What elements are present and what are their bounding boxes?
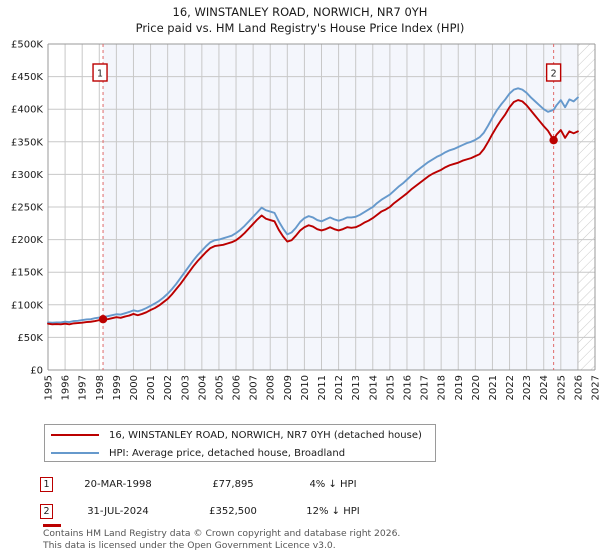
svg-text:2006: 2006 [232, 375, 243, 400]
svg-text:2019: 2019 [454, 375, 465, 400]
legend-item-price-paid: 16, WINSTANLEY ROAD, NORWICH, NR7 0YH (d… [51, 426, 435, 444]
legend-label-hpi: HPI: Average price, detached house, Broa… [109, 447, 346, 459]
page-title: 16, WINSTANLEY ROAD, NORWICH, NR7 0YH Pr… [0, 4, 600, 36]
svg-text:£100K: £100K [11, 300, 43, 311]
title-address: 16, WINSTANLEY ROAD, NORWICH, NR7 0YH [172, 5, 428, 19]
svg-text:2023: 2023 [522, 375, 533, 400]
svg-text:2002: 2002 [163, 375, 174, 400]
svg-text:2009: 2009 [283, 375, 294, 400]
svg-text:2007: 2007 [249, 375, 260, 400]
svg-text:2020: 2020 [471, 375, 482, 400]
svg-text:1999: 1999 [112, 375, 123, 400]
svg-text:2016: 2016 [402, 375, 413, 400]
svg-text:1998: 1998 [95, 375, 106, 400]
svg-text:£0: £0 [30, 366, 43, 377]
svg-text:2022: 2022 [505, 375, 516, 400]
svg-text:£150K: £150K [11, 268, 43, 279]
svg-text:2015: 2015 [385, 375, 396, 400]
svg-text:1997: 1997 [78, 375, 89, 400]
svg-text:£250K: £250K [11, 203, 43, 214]
transaction-date-1: 20-MAR-1998 [84, 479, 152, 490]
svg-text:2000: 2000 [129, 375, 140, 400]
transaction-badge-2: 2 [40, 504, 53, 519]
svg-text:1: 1 [97, 69, 103, 80]
transaction-hpi-delta-2: 12% ↓ HPI [306, 506, 360, 517]
svg-text:2005: 2005 [214, 375, 225, 400]
footer-accent-bar [43, 524, 61, 527]
svg-text:1995: 1995 [44, 375, 55, 400]
grid-lines [47, 43, 596, 371]
footer-line-copyright: Contains HM Land Registry data © Crown c… [43, 528, 401, 539]
footer-licence: Contains HM Land Registry data © Crown c… [43, 528, 583, 551]
axis-labels: £0 £50K £100K £150K £200K £250K £300K £350K £400… [11, 40, 600, 401]
svg-text:2010: 2010 [300, 375, 311, 400]
series-lines [47, 87, 579, 326]
legend-swatch-hpi [51, 452, 99, 454]
svg-text:2003: 2003 [180, 375, 191, 400]
svg-text:2017: 2017 [420, 375, 431, 400]
svg-text:2001: 2001 [146, 375, 157, 400]
title-subtitle: Price paid vs. HM Land Registry's House … [135, 21, 465, 35]
svg-text:2024: 2024 [539, 375, 550, 400]
svg-text:£500K: £500K [11, 40, 43, 51]
svg-text:2027: 2027 [591, 375, 600, 400]
legend-swatch-price-paid [51, 434, 99, 436]
svg-text:2012: 2012 [334, 375, 345, 400]
svg-text:£300K: £300K [11, 170, 43, 181]
transaction-badge-1: 1 [40, 477, 53, 492]
transaction-row-1[interactable]: 1 20-MAR-1998 £77,895 4% ↓ HPI [40, 476, 383, 493]
legend-label-price-paid: 16, WINSTANLEY ROAD, NORWICH, NR7 0YH (d… [109, 429, 422, 441]
svg-text:£450K: £450K [11, 72, 43, 83]
svg-text:2025: 2025 [556, 375, 567, 400]
transaction-date-2: 31-JUL-2024 [87, 506, 149, 517]
svg-text:£400K: £400K [11, 105, 43, 116]
legend-item-hpi: HPI: Average price, detached house, Broa… [51, 444, 435, 462]
svg-text:2: 2 [551, 69, 557, 80]
svg-text:1996: 1996 [61, 375, 72, 400]
svg-text:2008: 2008 [266, 375, 277, 400]
chart-legend: 16, WINSTANLEY ROAD, NORWICH, NR7 0YH (d… [44, 424, 436, 462]
svg-text:2013: 2013 [351, 375, 362, 400]
svg-text:2021: 2021 [488, 375, 499, 400]
svg-text:£50K: £50K [17, 333, 43, 344]
transaction-row-2[interactable]: 2 31-JUL-2024 £352,500 12% ↓ HPI [40, 503, 383, 520]
transaction-price-1: £77,895 [212, 479, 254, 490]
svg-text:2011: 2011 [317, 375, 328, 400]
transaction-price-2: £352,500 [209, 506, 257, 517]
svg-text:2026: 2026 [573, 375, 584, 400]
footer-line-licence: This data is licensed under the Open Gov… [43, 539, 336, 551]
svg-text:£350K: £350K [11, 137, 43, 148]
svg-text:2014: 2014 [368, 375, 379, 400]
svg-text:2004: 2004 [197, 375, 208, 400]
svg-text:£200K: £200K [11, 235, 43, 246]
svg-text:2018: 2018 [437, 375, 448, 400]
transaction-hpi-delta-1: 4% ↓ HPI [309, 479, 357, 490]
